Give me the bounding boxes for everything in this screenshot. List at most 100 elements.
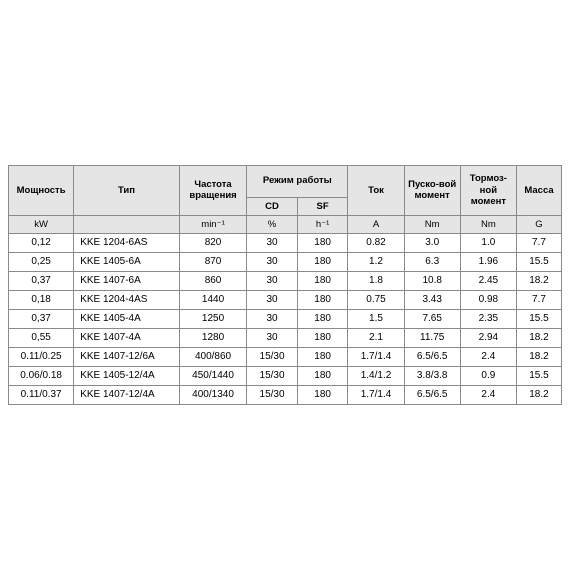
cell: 30	[247, 234, 298, 253]
cell: 180	[297, 272, 348, 291]
unit-kw: kW	[9, 216, 74, 234]
motor-spec-table-container: Мощность Тип Частота вращения Режим рабо…	[8, 165, 562, 406]
cell: 1.0	[460, 234, 516, 253]
table-body: 0,12KKE 1204-6AS820301800.823.01.07.70,2…	[9, 234, 562, 405]
cell: 15.5	[516, 310, 561, 329]
cell: 7.7	[516, 291, 561, 310]
table-row: 0.11/0.37KKE 1407-12/4A400/134015/301801…	[9, 386, 562, 405]
cell: 0.75	[348, 291, 404, 310]
cell: 18.2	[516, 329, 561, 348]
cell: 0,37	[9, 310, 74, 329]
cell: 450/1440	[179, 367, 246, 386]
cell: 0,12	[9, 234, 74, 253]
cell: 18.2	[516, 272, 561, 291]
cell: 0.98	[460, 291, 516, 310]
cell: 1280	[179, 329, 246, 348]
cell: 2.94	[460, 329, 516, 348]
col-start-torque: Пуско-вой момент	[404, 165, 460, 215]
cell: KKE 1405-6A	[74, 253, 180, 272]
cell: 2.35	[460, 310, 516, 329]
cell: 11.75	[404, 329, 460, 348]
cell: KKE 1407-12/4A	[74, 386, 180, 405]
cell: 15/30	[247, 386, 298, 405]
cell: KKE 1407-6A	[74, 272, 180, 291]
table-row: 0,18KKE 1204-4AS1440301800.753.430.987.7	[9, 291, 562, 310]
cell: 6.3	[404, 253, 460, 272]
cell: 3.0	[404, 234, 460, 253]
table-row: 0,25KKE 1405-6A870301801.26.31.9615.5	[9, 253, 562, 272]
cell: 1.8	[348, 272, 404, 291]
cell: 0.11/0.37	[9, 386, 74, 405]
col-mode: Режим работы	[247, 165, 348, 197]
cell: KKE 1407-12/6A	[74, 348, 180, 367]
cell: 0.06/0.18	[9, 367, 74, 386]
cell: KKE 1407-4A	[74, 329, 180, 348]
cell: 0,18	[9, 291, 74, 310]
cell: 15.5	[516, 253, 561, 272]
cell: 3.8/3.8	[404, 367, 460, 386]
unit-nm1: Nm	[404, 216, 460, 234]
cell: 30	[247, 272, 298, 291]
cell: 0,55	[9, 329, 74, 348]
motor-spec-table: Мощность Тип Частота вращения Режим рабо…	[8, 165, 562, 406]
cell: 1.2	[348, 253, 404, 272]
table-row: 0.11/0.25KKE 1407-12/6A400/86015/301801.…	[9, 348, 562, 367]
cell: 180	[297, 310, 348, 329]
cell: 820	[179, 234, 246, 253]
cell: 3.43	[404, 291, 460, 310]
cell: 7.7	[516, 234, 561, 253]
cell: 1.5	[348, 310, 404, 329]
cell: KKE 1204-4AS	[74, 291, 180, 310]
cell: 2.1	[348, 329, 404, 348]
cell: 0,37	[9, 272, 74, 291]
cell: 180	[297, 386, 348, 405]
cell: 2.4	[460, 386, 516, 405]
table-row: 0,37KKE 1407-6A860301801.810.82.4518.2	[9, 272, 562, 291]
unit-a: A	[348, 216, 404, 234]
cell: 30	[247, 291, 298, 310]
cell: 1.7/1.4	[348, 348, 404, 367]
table-row: 0.06/0.18KKE 1405-12/4A450/144015/301801…	[9, 367, 562, 386]
cell: 1.4/1.2	[348, 367, 404, 386]
col-cd: CD	[247, 197, 298, 215]
cell: 180	[297, 329, 348, 348]
unit-nm2: Nm	[460, 216, 516, 234]
cell: 18.2	[516, 348, 561, 367]
cell: 180	[297, 234, 348, 253]
table-row: 0,55KKE 1407-4A1280301802.111.752.9418.2	[9, 329, 562, 348]
cell: 30	[247, 329, 298, 348]
unit-pct: %	[247, 216, 298, 234]
col-sf: SF	[297, 197, 348, 215]
cell: 1440	[179, 291, 246, 310]
cell: KKE 1405-12/4A	[74, 367, 180, 386]
col-type: Тип	[74, 165, 180, 215]
table-row: 0,37KKE 1405-4A1250301801.57.652.3515.5	[9, 310, 562, 329]
col-mass: Масса	[516, 165, 561, 215]
cell: 15/30	[247, 367, 298, 386]
cell: 0.11/0.25	[9, 348, 74, 367]
cell: 30	[247, 253, 298, 272]
unit-g: G	[516, 216, 561, 234]
col-current: Ток	[348, 165, 404, 215]
cell: 30	[247, 310, 298, 329]
cell: 180	[297, 291, 348, 310]
cell: 180	[297, 253, 348, 272]
cell: KKE 1204-6AS	[74, 234, 180, 253]
cell: 1.96	[460, 253, 516, 272]
cell: 1.7/1.4	[348, 386, 404, 405]
cell: 860	[179, 272, 246, 291]
cell: 2.4	[460, 348, 516, 367]
cell: 6.5/6.5	[404, 348, 460, 367]
cell: 1250	[179, 310, 246, 329]
unit-min: min⁻¹	[179, 216, 246, 234]
cell: KKE 1405-4A	[74, 310, 180, 329]
cell: 6.5/6.5	[404, 386, 460, 405]
cell: 180	[297, 348, 348, 367]
unit-type	[74, 216, 180, 234]
cell: 400/860	[179, 348, 246, 367]
col-power: Мощность	[9, 165, 74, 215]
cell: 2.45	[460, 272, 516, 291]
cell: 870	[179, 253, 246, 272]
cell: 0,25	[9, 253, 74, 272]
table-row: 0,12KKE 1204-6AS820301800.823.01.07.7	[9, 234, 562, 253]
